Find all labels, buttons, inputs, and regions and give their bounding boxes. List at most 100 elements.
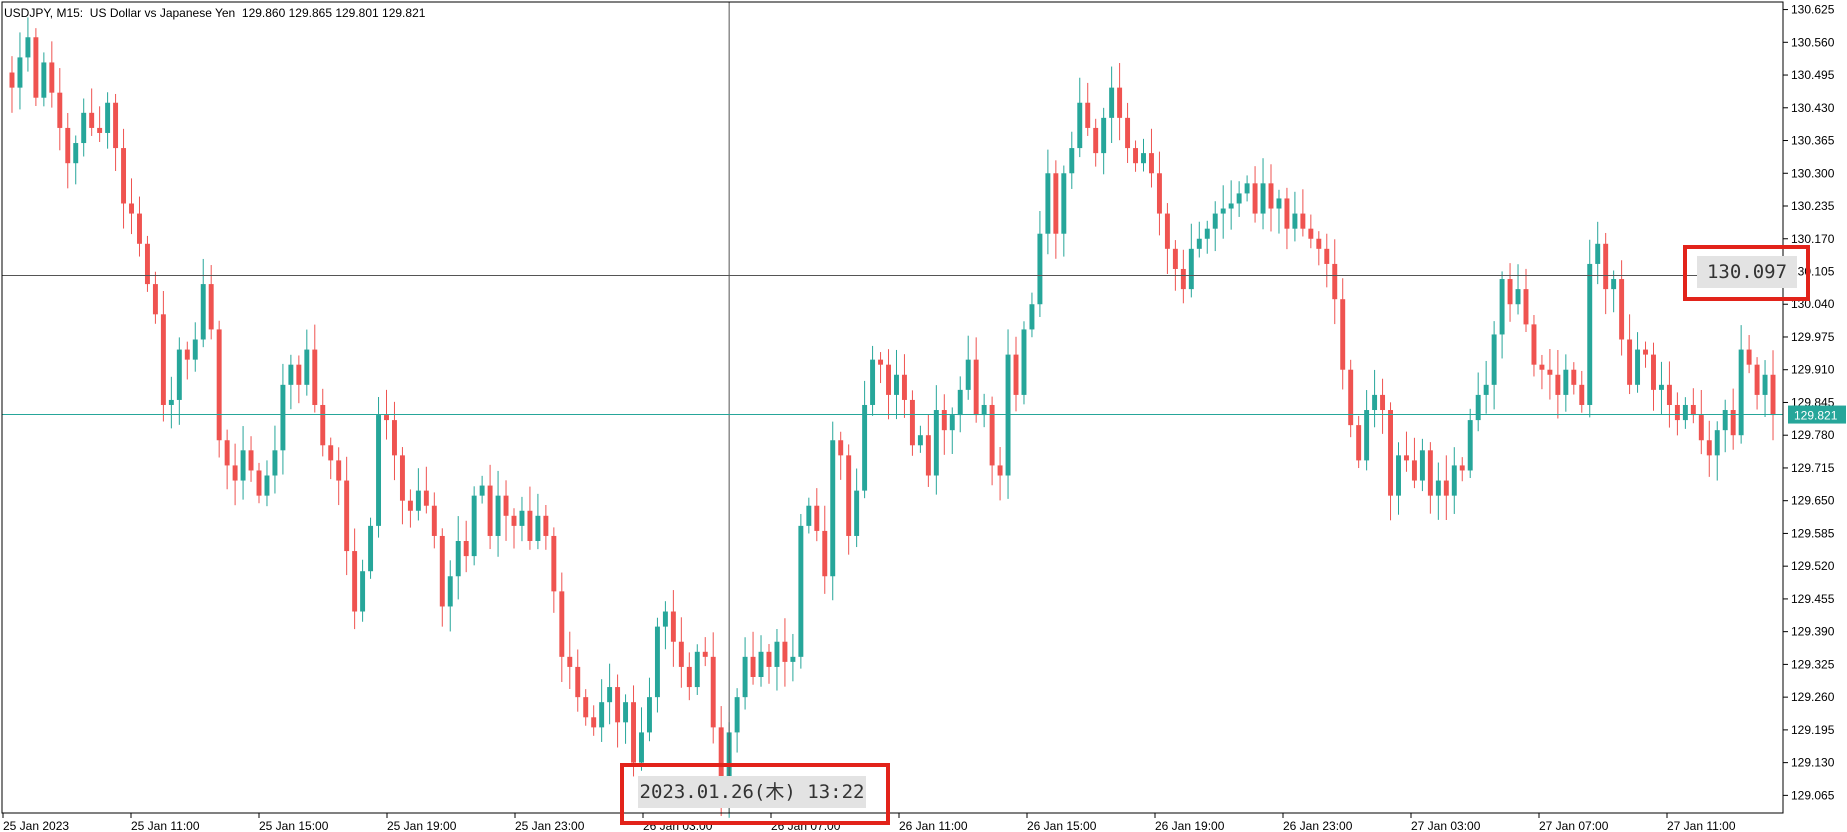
- candle-body: [989, 404, 995, 466]
- x-tick-label: 27 Jan 11:00: [1667, 819, 1736, 832]
- candle-body: [1746, 349, 1752, 365]
- candle-bear: [591, 705, 597, 736]
- candle-body: [1172, 248, 1178, 269]
- x-tick-label: 27 Jan 07:00: [1539, 819, 1609, 832]
- candle-body: [384, 415, 389, 421]
- candle-body: [1579, 384, 1585, 405]
- candle-body: [152, 284, 158, 315]
- x-tick-label: 25 Jan 2023: [3, 819, 69, 832]
- candle-body: [1276, 198, 1282, 209]
- y-tick-label: 129.195: [1791, 723, 1835, 737]
- candle-body: [1603, 243, 1609, 290]
- candle-body: [678, 641, 684, 667]
- candle-body: [758, 651, 764, 677]
- candle-body: [503, 495, 509, 516]
- candle-bear: [1746, 335, 1752, 374]
- candle-body: [814, 505, 820, 531]
- candle-body: [559, 591, 565, 657]
- candle-bull: [105, 92, 111, 149]
- candle-body: [304, 349, 310, 385]
- candle-body: [591, 717, 597, 728]
- candle-bear: [838, 431, 844, 480]
- candle-bull: [1101, 107, 1107, 175]
- candle-bear: [1539, 354, 1545, 390]
- candle-bull: [1563, 354, 1569, 412]
- candle-body: [750, 656, 756, 677]
- candle-body: [599, 702, 605, 728]
- candle-bull: [25, 17, 31, 72]
- candle-body: [670, 611, 676, 642]
- candle-bull: [447, 560, 453, 632]
- candle-body: [1348, 369, 1354, 426]
- candle-bull: [360, 559, 366, 622]
- candle-bull: [1037, 211, 1043, 318]
- candle-bear: [248, 436, 254, 482]
- candle-bear: [1093, 118, 1099, 167]
- candle-body: [894, 374, 899, 395]
- candle-body: [1292, 213, 1298, 229]
- price-axis[interactable]: 130.625 130.560 130.495 130.430 130.365 130.3…: [1783, 3, 1835, 803]
- candle-body: [256, 470, 262, 496]
- candle-body: [1706, 440, 1712, 456]
- candle-body: [822, 530, 828, 577]
- candle-bear: [1619, 260, 1625, 356]
- candle-body: [1658, 384, 1664, 390]
- candle-bull: [288, 354, 294, 410]
- candle-body: [1443, 480, 1449, 496]
- candle-body: [407, 500, 413, 511]
- candle-body: [392, 420, 397, 456]
- candle-bear: [1340, 278, 1346, 390]
- y-tick-label: 130.235: [1791, 199, 1835, 213]
- candle-bear: [312, 324, 318, 413]
- candle-bull: [917, 425, 923, 453]
- candle-bear: [1332, 239, 1338, 325]
- y-tick-label: 130.300: [1791, 166, 1835, 180]
- candle-body: [766, 651, 772, 667]
- candle-body: [1754, 364, 1760, 395]
- candle-body: [272, 450, 278, 476]
- candle-body: [192, 339, 198, 360]
- candle-bear: [392, 401, 397, 481]
- candle-body: [1236, 193, 1242, 204]
- candle-bear: [352, 528, 358, 630]
- candle-body: [352, 551, 358, 612]
- candle-body: [511, 515, 517, 526]
- candle-bear: [1507, 263, 1513, 322]
- candle-bull: [1045, 149, 1051, 255]
- candle-bear: [320, 388, 326, 457]
- candle-bull: [415, 468, 421, 521]
- candle-bull: [1738, 325, 1744, 444]
- candle-bear: [1531, 315, 1537, 377]
- x-tick-label: 27 Jan 03:00: [1411, 819, 1481, 832]
- time-axis[interactable]: 25 Jan 2023 25 Jan 11:00 25 Jan 15:00 25 Ja…: [2, 813, 1736, 832]
- candle-body: [1682, 404, 1688, 421]
- candle-body: [17, 57, 23, 88]
- candle-body: [184, 349, 190, 360]
- candle-bull: [1491, 321, 1497, 410]
- candle-bear: [1547, 348, 1553, 400]
- candle-body: [901, 374, 907, 400]
- candle-bull: [1236, 181, 1242, 217]
- candle-body: [1587, 263, 1593, 405]
- y-tick-label: 130.495: [1791, 68, 1835, 82]
- candle-body: [240, 450, 246, 481]
- candle-bear: [1348, 359, 1354, 438]
- candle-bear: [543, 504, 549, 550]
- candle-body: [1627, 339, 1633, 385]
- candle-bear: [137, 196, 142, 257]
- candle-body: [224, 440, 230, 466]
- candle-body: [280, 384, 286, 451]
- candle-bear: [431, 492, 437, 549]
- candle-bear: [97, 106, 103, 142]
- candle-bear: [989, 396, 995, 486]
- candle-body: [662, 611, 668, 627]
- candle-bear: [224, 429, 230, 490]
- candle-bull: [894, 349, 899, 420]
- candle-bull: [654, 617, 660, 713]
- candle-bull: [519, 496, 525, 542]
- candle-body: [471, 495, 477, 557]
- candle-body: [344, 480, 350, 552]
- candle-bear: [1754, 357, 1760, 410]
- candle-bull: [1372, 369, 1378, 428]
